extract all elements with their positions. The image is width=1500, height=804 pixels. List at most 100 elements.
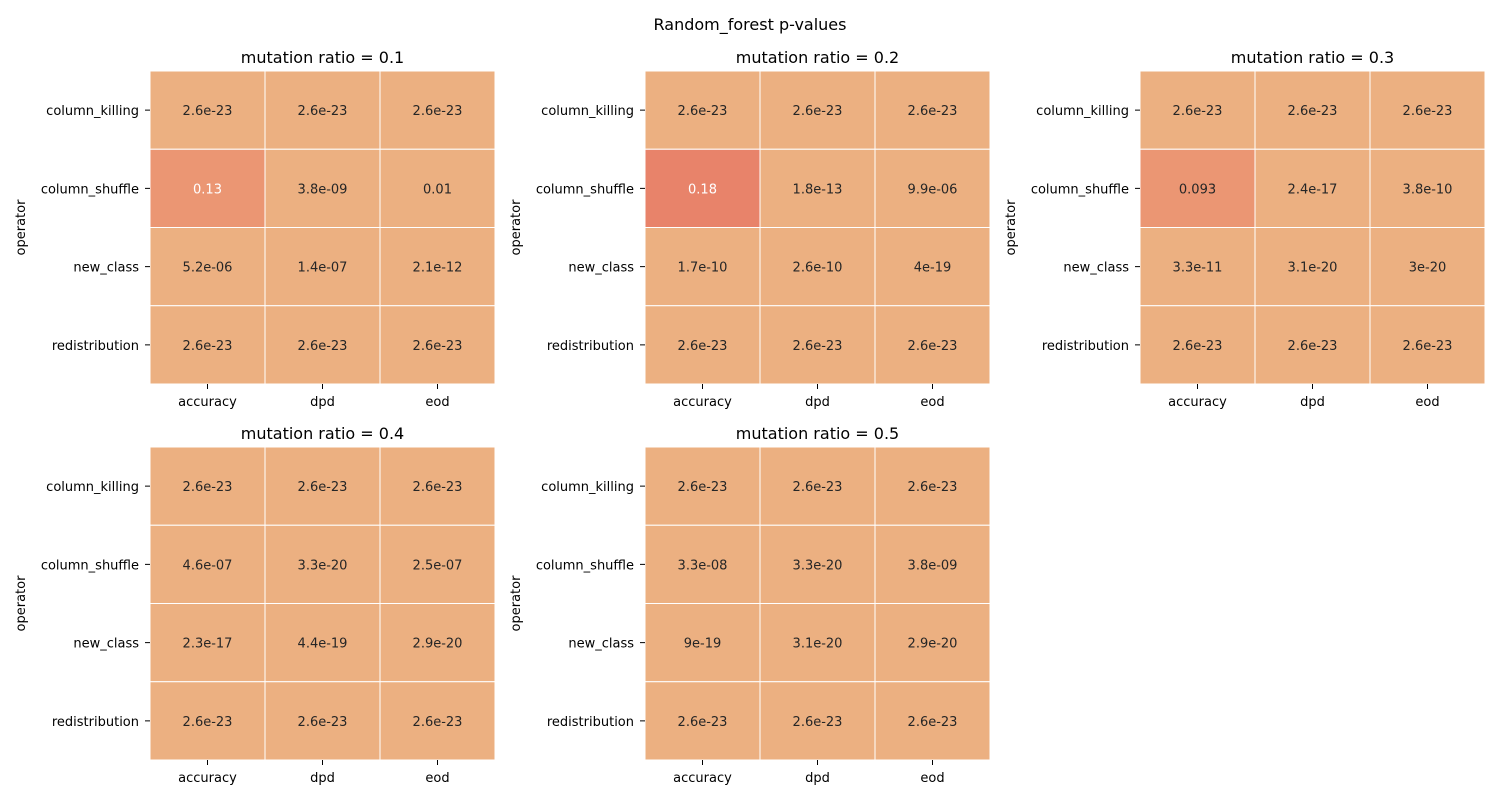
y-tick-label: new_class [73,637,139,652]
heatmap-cell [644,148,761,228]
heatmap-cell [874,70,991,150]
cell-label: 4.4e-19 [298,637,348,652]
heatmap-cell [874,603,991,683]
cell-label: 2.6e-10 [793,261,843,276]
cell-label: 0.01 [423,182,452,197]
cell-label: 2.6e-23 [908,715,958,730]
cell-label: 2.6e-23 [678,480,728,495]
cell-label: 2.5e-07 [413,558,463,573]
cell-label: 3.8e-10 [1403,182,1453,197]
cell-label: 0.13 [193,182,222,197]
heatmap-cell [264,681,381,761]
heatmap-cell [1369,227,1486,307]
x-tick-label: eod [425,771,449,786]
heatmap-cell [379,227,496,307]
heatmap-cell [1369,148,1486,228]
cell-label: 2.6e-23 [413,480,463,495]
panel-title: mutation ratio = 0.2 [736,48,899,67]
cell-label: 1.7e-10 [678,261,728,276]
cell-label: 5.2e-06 [183,261,233,276]
y-tick-label: new_class [568,261,634,276]
heatmap-cell [264,148,381,228]
cell-label: 2.6e-23 [413,715,463,730]
cell-label: 2.6e-23 [1288,104,1338,119]
cell-label: 2.6e-23 [908,104,958,119]
cell-label: 3.3e-20 [298,558,348,573]
heatmap-cell [644,681,761,761]
cell-label: 2.6e-23 [1288,339,1338,354]
cell-label: 2.6e-23 [793,480,843,495]
panel-title: mutation ratio = 0.1 [241,48,404,67]
cell-label: 2.6e-23 [678,104,728,119]
heatmap-panel: mutation ratio = 0.5 2.6e-23 2.6e-23 2.6e-2… [509,424,991,786]
x-tick-label: eod [920,395,944,410]
cell-label: 2.4e-17 [1288,182,1338,197]
heatmap-cell [644,305,761,385]
heatmap-cell [149,524,266,604]
heatmap-cell [149,681,266,761]
cell-label: 4e-19 [914,261,952,276]
heatmap-panel: mutation ratio = 0.1 2.6e-23 2.6e-23 2.6e-2… [14,48,496,410]
x-tick-label: accuracy [673,395,732,410]
heatmap-cell [1369,70,1486,150]
y-tick-label: column_killing [1036,104,1129,119]
heatmap-cell [759,603,876,683]
heatmap-cell [874,305,991,385]
cell-label: 2.6e-23 [1403,339,1453,354]
heatmap-panel: mutation ratio = 0.3 2.6e-23 2.6e-23 2.6e-2… [1004,48,1486,410]
cell-label: 2.6e-23 [298,339,348,354]
x-tick-label: dpd [1300,395,1325,410]
x-tick-label: eod [920,771,944,786]
y-tick-label: column_shuffle [1031,182,1129,197]
heatmap-cell [1254,227,1371,307]
heatmap-cell [1254,148,1371,228]
cell-label: 2.6e-23 [1173,104,1223,119]
x-tick-label: dpd [805,771,830,786]
heatmap-cell [264,524,381,604]
y-axis-label: operator [14,199,29,256]
cell-label: 3.3e-08 [678,558,728,573]
heatmap-cell [379,524,496,604]
cell-label: 2.6e-23 [183,715,233,730]
y-axis-label: operator [509,575,524,632]
heatmap-cell [874,524,991,604]
heatmap-panel: mutation ratio = 0.4 2.6e-23 2.6e-23 2.6e-2… [14,424,496,786]
y-tick-label: redistribution [1042,339,1129,354]
heatmap-cell [379,446,496,526]
heatmap-cell [149,148,266,228]
heatmap-cell [759,148,876,228]
y-tick-label: redistribution [547,715,634,730]
cell-label: 0.093 [1179,182,1216,197]
heatmap-cell [264,70,381,150]
y-tick-label: redistribution [52,715,139,730]
heatmap-cell [874,148,991,228]
y-axis-label: operator [1004,199,1019,256]
cell-label: 2.6e-23 [183,339,233,354]
cell-label: 2.1e-12 [413,261,463,276]
cell-label: 9.9e-06 [908,182,958,197]
heatmap-panels: mutation ratio = 0.1 2.6e-23 2.6e-23 2.6e-2… [14,48,1486,786]
heatmap-cell [1139,227,1256,307]
heatmap-cell [1369,305,1486,385]
cell-label: 3.8e-09 [298,182,348,197]
panel-title: mutation ratio = 0.5 [736,424,899,443]
cell-label: 3.1e-20 [1288,261,1338,276]
cell-label: 3.3e-11 [1173,261,1223,276]
heatmap-cell [379,305,496,385]
heatmap-cell [874,227,991,307]
cell-label: 2.6e-23 [298,104,348,119]
panel-title: mutation ratio = 0.3 [1231,48,1394,67]
x-tick-label: accuracy [673,771,732,786]
y-tick-label: column_killing [541,104,634,119]
cell-label: 2.6e-23 [183,480,233,495]
heatmap-cell [759,305,876,385]
cell-label: 2.6e-23 [298,480,348,495]
cell-label: 1.4e-07 [298,261,348,276]
heatmap-cell [379,70,496,150]
x-tick-label: dpd [310,771,335,786]
x-tick-label: eod [1415,395,1439,410]
heatmap-cell [149,446,266,526]
y-tick-label: redistribution [52,339,139,354]
cell-label: 2.6e-23 [678,715,728,730]
